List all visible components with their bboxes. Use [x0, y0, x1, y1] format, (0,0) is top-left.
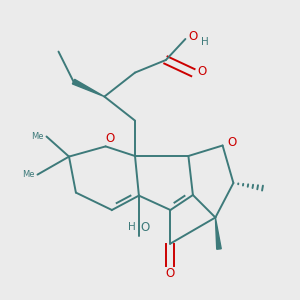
Text: O: O — [166, 267, 175, 280]
Text: O: O — [188, 30, 197, 44]
Text: O: O — [106, 132, 115, 146]
Polygon shape — [72, 79, 104, 97]
Text: H: H — [201, 37, 209, 47]
Text: H: H — [128, 222, 135, 232]
Text: Me: Me — [22, 170, 35, 179]
Text: O: O — [140, 220, 149, 234]
Text: O: O — [228, 136, 237, 149]
Polygon shape — [215, 218, 221, 249]
Text: Me: Me — [31, 132, 44, 141]
Text: O: O — [197, 64, 206, 78]
